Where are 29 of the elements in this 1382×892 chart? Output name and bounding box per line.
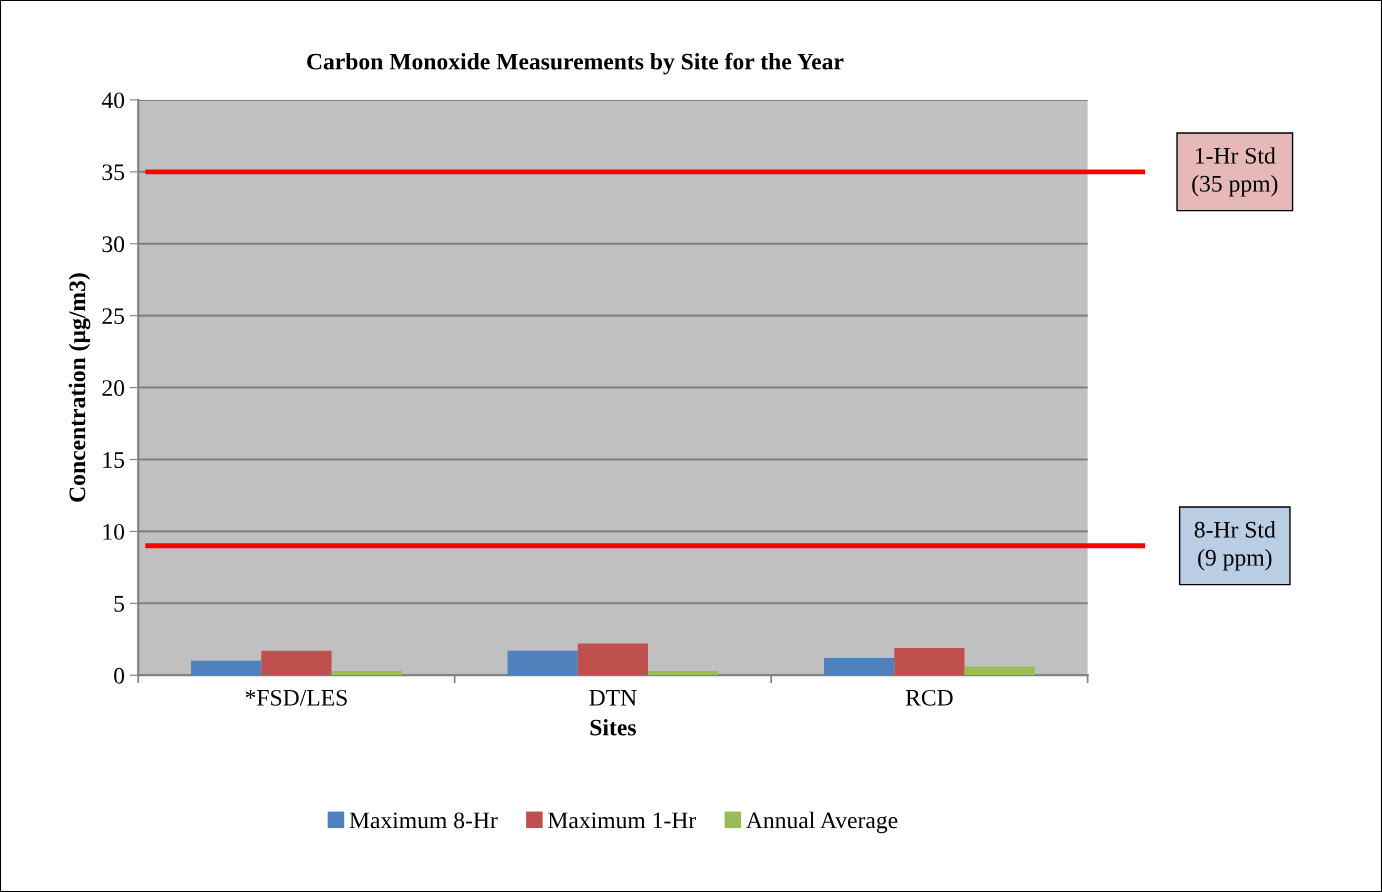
y-tick-label: 5 bbox=[114, 596, 125, 612]
legend-label: Annual Average bbox=[746, 811, 898, 834]
y-tick-label: 10 bbox=[103, 523, 125, 540]
y-axis-title: Concentration (µg/m3) bbox=[68, 273, 91, 502]
bar bbox=[964, 666, 1035, 676]
bar bbox=[577, 643, 649, 676]
y-tick-label: 40 bbox=[101, 92, 125, 109]
bar bbox=[894, 647, 965, 676]
x-tick-label: *FSD/LES bbox=[245, 689, 347, 706]
y-tick-label: 30 bbox=[102, 236, 125, 253]
bar bbox=[191, 660, 262, 676]
legend-label: Maximum 1-Hr bbox=[548, 812, 697, 829]
legend-label: Maximum 8-Hr bbox=[349, 812, 498, 829]
chart-title: Carbon Monoxide Measurements by Site for the Year bbox=[307, 52, 844, 75]
bar bbox=[261, 650, 332, 676]
y-tick-label: 15 bbox=[103, 452, 125, 468]
x-axis-title: Sites bbox=[590, 718, 636, 736]
bar bbox=[507, 650, 578, 676]
y-tick-label: 0 bbox=[114, 667, 125, 684]
y-tick-label: 35 bbox=[102, 164, 125, 181]
y-tick-label: 25 bbox=[102, 308, 125, 325]
ref-line-label: 1-Hr Std (35 ppm) bbox=[1192, 147, 1278, 197]
y-tick-label: 20 bbox=[102, 380, 125, 396]
x-tick-label: DTN bbox=[589, 690, 637, 706]
bar bbox=[331, 670, 402, 676]
x-tick-label: RCD bbox=[905, 689, 953, 706]
bar bbox=[648, 670, 719, 676]
ref-line-label: 8-Hr Std (9 ppm) bbox=[1194, 521, 1276, 571]
bar bbox=[824, 657, 895, 676]
